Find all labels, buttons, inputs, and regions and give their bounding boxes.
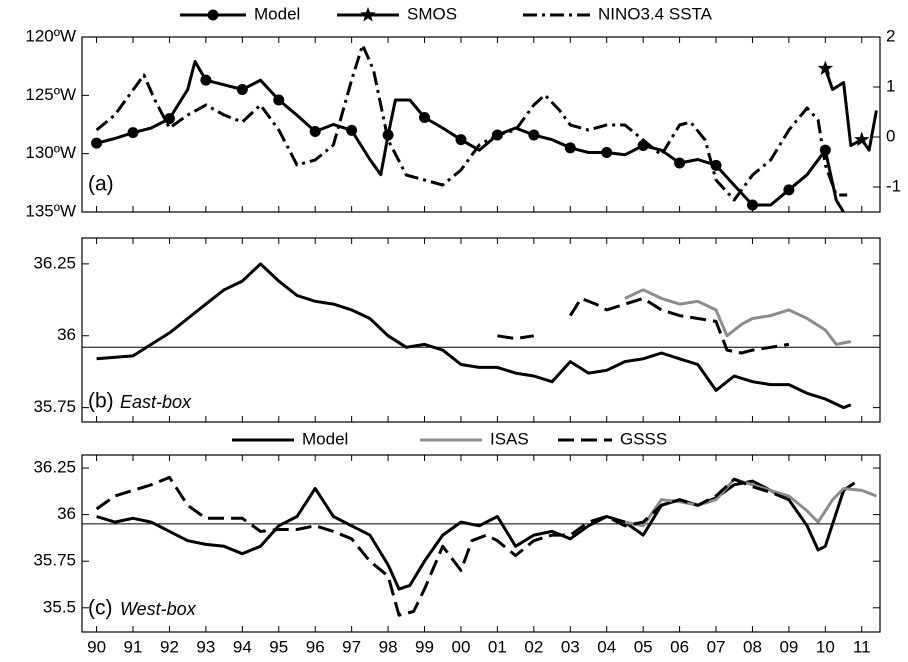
series-line bbox=[95, 43, 848, 202]
x-tick-label: 95 bbox=[269, 637, 288, 656]
x-tick-label: 99 bbox=[415, 637, 434, 656]
x-tick-label: 06 bbox=[670, 637, 689, 656]
marker bbox=[601, 147, 613, 158]
y-tick-label: 35.75 bbox=[33, 551, 76, 570]
y2-tick-label: -1 bbox=[886, 176, 901, 195]
marker bbox=[91, 137, 103, 149]
x-tick-label: 03 bbox=[561, 637, 580, 656]
plot-frame bbox=[81, 237, 881, 423]
x-tick-label: 98 bbox=[379, 637, 398, 656]
marker bbox=[309, 126, 321, 137]
x-tick-label: 07 bbox=[707, 637, 726, 656]
marker bbox=[854, 131, 870, 147]
y2-tick-label: 1 bbox=[886, 76, 895, 95]
x-tick-label: 00 bbox=[451, 637, 470, 656]
series-line bbox=[96, 60, 845, 212]
panel-label: (a) bbox=[88, 173, 114, 196]
series-line bbox=[96, 262, 852, 410]
x-tick-label: 90 bbox=[87, 637, 106, 656]
y-tick-label: 120ºW bbox=[25, 26, 76, 45]
y-tick-label: 36 bbox=[57, 504, 76, 523]
legend-label: ISAS bbox=[490, 429, 529, 448]
plot-frame bbox=[81, 454, 881, 633]
y2-tick-label: 0 bbox=[886, 126, 895, 145]
y-tick-label: 36.25 bbox=[33, 253, 76, 272]
marker bbox=[710, 159, 722, 171]
legend-label: Model bbox=[302, 429, 348, 448]
x-tick-label: 01 bbox=[488, 637, 507, 656]
marker bbox=[783, 184, 795, 196]
series-line bbox=[624, 477, 877, 528]
y-tick-label: 135ºW bbox=[25, 201, 76, 220]
y-tick-label: 36 bbox=[57, 325, 76, 344]
y-tick-label: 35.5 bbox=[43, 597, 76, 616]
legend-label: GSSS bbox=[620, 429, 667, 448]
x-tick-label: 08 bbox=[743, 637, 762, 656]
marker bbox=[674, 157, 686, 169]
marker bbox=[236, 84, 248, 95]
marker bbox=[817, 60, 833, 75]
x-tick-label: 09 bbox=[779, 637, 798, 656]
marker bbox=[163, 113, 175, 125]
marker bbox=[273, 94, 285, 106]
panel-label: (c) bbox=[88, 597, 113, 620]
series-line bbox=[96, 479, 856, 591]
legend-label: SMOS bbox=[407, 4, 457, 23]
x-tick-label: 10 bbox=[816, 637, 835, 656]
series-line bbox=[95, 475, 790, 617]
marker bbox=[419, 112, 431, 123]
x-tick-label: 04 bbox=[597, 637, 616, 656]
marker bbox=[346, 124, 358, 136]
y-tick-label: 36.25 bbox=[33, 458, 76, 477]
series-line bbox=[497, 296, 790, 355]
y2-tick-label: 2 bbox=[886, 26, 895, 45]
x-tick-label: 92 bbox=[160, 637, 179, 656]
x-tick-label: 94 bbox=[233, 637, 252, 656]
legend-marker bbox=[207, 9, 219, 21]
marker bbox=[455, 134, 467, 146]
x-tick-label: 02 bbox=[524, 637, 543, 656]
marker bbox=[200, 74, 212, 86]
y-tick-label: 125ºW bbox=[25, 85, 76, 104]
x-tick-label: 91 bbox=[124, 637, 143, 656]
panel-label: (b) bbox=[88, 390, 114, 413]
panel-subtitle: West-box bbox=[120, 599, 197, 619]
legend-label: NINO3.4 SSTA bbox=[598, 4, 713, 23]
x-tick-label: 05 bbox=[634, 637, 653, 656]
x-tick-label: 97 bbox=[342, 637, 361, 656]
panel-subtitle: East-box bbox=[120, 392, 192, 412]
marker bbox=[528, 129, 540, 141]
plot-frame bbox=[81, 36, 881, 213]
series-line bbox=[624, 288, 852, 346]
x-tick-label: 93 bbox=[196, 637, 215, 656]
x-tick-label: 11 bbox=[853, 637, 871, 656]
legend-label: Model bbox=[254, 4, 300, 23]
y-tick-label: 130ºW bbox=[25, 143, 76, 162]
marker bbox=[746, 199, 758, 211]
series-line bbox=[823, 68, 878, 152]
y-tick-label: 35.75 bbox=[33, 397, 76, 416]
marker bbox=[127, 127, 139, 139]
x-tick-label: 96 bbox=[306, 637, 325, 656]
legend-marker bbox=[360, 7, 376, 22]
marker bbox=[564, 142, 576, 154]
